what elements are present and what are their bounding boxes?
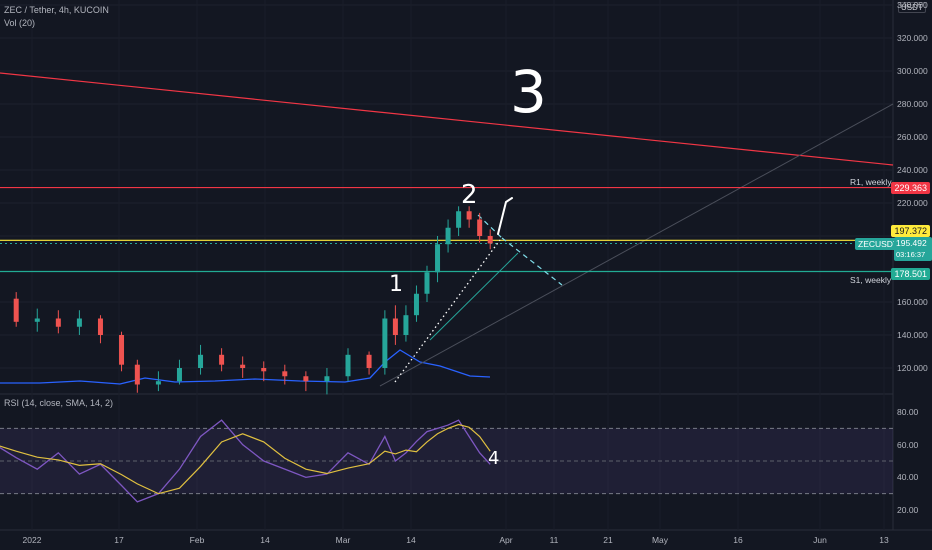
time-tick-label: Feb (189, 535, 205, 545)
candle-body (456, 211, 462, 228)
time-tick-label: 14 (260, 535, 270, 545)
symbol-title: ZEC / Tether, 4h, KUCOIN (4, 5, 109, 15)
candle-body (445, 227, 451, 245)
wave-2-label: 2 (461, 180, 478, 210)
candle-body (134, 364, 140, 385)
volume-label: Vol (20) (4, 18, 36, 28)
time-tick-label: 2022 (22, 535, 42, 545)
rsi-pane (0, 419, 893, 503)
time-tick-label: 11 (549, 535, 559, 545)
candle-body (403, 315, 409, 335)
price-tick-label: 140.000 (897, 330, 928, 340)
rsi-label: RSI (14, close, SMA, 14, 2) (4, 398, 114, 408)
symbol-tag: ZECUSDT (855, 238, 902, 250)
hand-drawn-tick (497, 197, 513, 235)
long-trendline (379, 103, 894, 387)
rsi-tick-label: 60.00 (897, 439, 919, 450)
candle-body (435, 244, 441, 273)
time-tick-label: 16 (733, 535, 743, 545)
candle-body (303, 376, 309, 382)
candle-body (76, 318, 82, 327)
candle-body (366, 354, 372, 368)
price-tick-label: 220.000 (897, 198, 928, 208)
candle-body (382, 318, 388, 368)
candle-body (240, 364, 246, 368)
price-tick-label: 340.000 (897, 0, 928, 10)
time-tick-label: 17 (114, 535, 124, 545)
time-tick-label: May (651, 535, 669, 545)
rsi-ma-line (0, 423, 491, 495)
candle-body (466, 211, 472, 220)
current-price-value: 195.492 (896, 238, 927, 248)
candle-body (392, 318, 398, 335)
price-tick-label: 280.000 (897, 99, 928, 109)
candle-body (487, 236, 493, 244)
price-tick-label: 300.000 (897, 66, 928, 76)
candle-body (477, 219, 483, 236)
candle-body (155, 381, 161, 385)
rsi-tick-label: 80.00 (897, 407, 919, 417)
rsi-line (0, 419, 491, 503)
volume-ma-line (0, 349, 491, 385)
candles (13, 206, 493, 395)
candle-body (282, 371, 288, 377)
price-tick-label: 160.000 (897, 297, 928, 307)
bar-countdown: 03:16:37 (896, 250, 926, 259)
price-tick-label: 120.000 (897, 363, 928, 373)
candle-body (413, 293, 419, 316)
currency-unit[interactable]: USDT (898, 2, 926, 13)
candle-body (219, 354, 225, 365)
candle-body (34, 318, 40, 322)
time-tick-label: 14 (406, 535, 416, 545)
s1-label: S1, weekly (850, 275, 892, 285)
current-price-tag: 195.492 03:16:37 (894, 237, 932, 261)
time-tick-label: Jun (813, 535, 827, 545)
r1-price-tag: 229.363 (891, 182, 930, 194)
candle-body (13, 298, 19, 322)
time-tick-label: 13 (879, 535, 889, 545)
rsi-handwritten-mark: 4 (488, 448, 500, 469)
candle-body (345, 354, 351, 377)
descending-trendline (0, 72, 894, 166)
candle-body (324, 376, 330, 382)
time-tick-label: Mar (335, 535, 351, 545)
candle-body (97, 318, 103, 335)
price-tick-label: 240.000 (897, 165, 928, 175)
wave-3-label: 3 (510, 58, 547, 126)
candle-body (424, 272, 430, 294)
rsi-tick-label: 40.00 (897, 472, 919, 483)
candle-body (198, 354, 204, 368)
price-tick-label: 260.000 (897, 132, 928, 142)
rsi-tick-label: 20.00 (897, 505, 919, 515)
candle-body (176, 368, 182, 382)
time-tick-label: 21 (603, 535, 613, 545)
wave-1-label: 1 (389, 272, 403, 297)
teal-trendline (429, 252, 519, 341)
projection-segment-b (501, 237, 563, 286)
candle-body (119, 335, 125, 365)
candle-body (261, 368, 267, 372)
s1-price-tag: 178.501 (891, 268, 930, 280)
candle-body (55, 318, 61, 327)
time-tick-label: Apr (499, 535, 513, 545)
price-tick-label: 320.000 (897, 33, 928, 43)
r1-label: R1, weekly (850, 177, 892, 187)
volume-area (0, 349, 491, 385)
yellow-price-tag: 197.372 (891, 225, 930, 237)
